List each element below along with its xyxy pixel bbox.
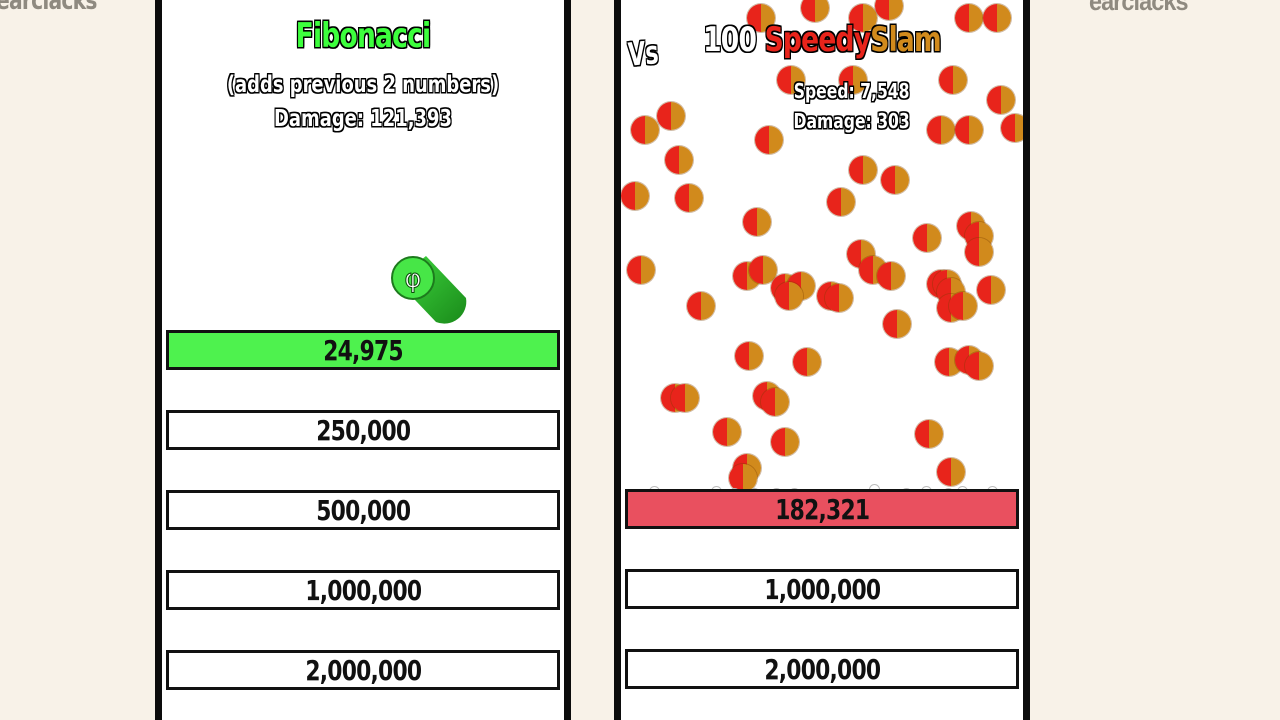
phi-icon: φ — [404, 264, 421, 294]
speedy-slam-ball — [1001, 114, 1023, 142]
speedy-slam-ball — [675, 184, 703, 212]
threshold-value: 2,000,000 — [764, 652, 881, 686]
speedy-slam-ball — [983, 4, 1011, 32]
watermark-right: earclacks — [1089, 0, 1189, 16]
speedy-slam-ball — [687, 292, 715, 320]
speedy-slam-ball — [839, 66, 867, 94]
threshold-bar: 1,000,000 — [625, 569, 1019, 609]
threshold-bar: 1,000,000 — [166, 570, 560, 610]
speedy-slam-ball — [965, 238, 993, 266]
speedy-slam-ball — [621, 182, 649, 210]
fibonacci-damage: Damage: 121,393 — [274, 106, 452, 132]
speedy-slam-ball — [965, 352, 993, 380]
speedy-slam-ball — [771, 428, 799, 456]
speedy-slam-ball — [761, 388, 789, 416]
threshold-value: 500,000 — [315, 493, 411, 527]
speedy-slam-ball — [877, 262, 905, 290]
threshold-bar: 2,000,000 — [166, 650, 560, 690]
versus-label: Vs — [627, 32, 660, 74]
threshold-bar: 2,000,000 — [625, 649, 1019, 689]
speedy-slam-ball — [627, 256, 655, 284]
speedy-slam-ball — [949, 292, 977, 320]
fibonacci-panel: Fibonacci (adds previous 2 numbers) Dama… — [155, 0, 571, 720]
speedy-slam-ball — [657, 102, 685, 130]
fibonacci-title: Fibonacci — [295, 16, 431, 56]
speedy-slam-ball — [801, 0, 829, 22]
speedy-slam-ball — [775, 282, 803, 310]
speedy-slam-ball — [913, 224, 941, 252]
speedy-slam-ball — [881, 166, 909, 194]
speedy-slam-ball — [665, 146, 693, 174]
speedy-slam-ball — [777, 66, 805, 94]
speedy-slam-ball — [671, 384, 699, 412]
speedy-slam-ball — [827, 188, 855, 216]
speedy-slam-ball — [747, 4, 775, 32]
speedy-slam-ball — [927, 116, 955, 144]
speedy-slam-title: 100 SpeedySlam — [665, 20, 979, 60]
threshold-value: 24,975 — [323, 333, 403, 367]
speedy-slam-ball — [987, 86, 1015, 114]
fibonacci-ball: φ — [391, 256, 467, 324]
threshold-bar: 250,000 — [166, 410, 560, 450]
threshold-value: 182,321 — [774, 492, 870, 526]
speedy-slam-ball — [793, 348, 821, 376]
threshold-bar-active: 182,321 — [625, 489, 1019, 529]
threshold-value: 1,000,000 — [305, 573, 422, 607]
speedy-slam-ball — [713, 418, 741, 446]
speedy-slam-ball — [735, 342, 763, 370]
speedy-slam-ball — [631, 116, 659, 144]
speedy-slam-ball — [875, 0, 903, 20]
speedy-slam-ball — [937, 458, 965, 486]
speedy-slam-ball — [955, 4, 983, 32]
speedy-slam-ball — [743, 208, 771, 236]
speedy-slam-ball — [955, 116, 983, 144]
threshold-bar-active: 24,975 — [166, 330, 560, 370]
speedy-slam-ball — [939, 66, 967, 94]
threshold-bar: 500,000 — [166, 490, 560, 530]
title-name-slam: Slam — [870, 20, 941, 60]
speed-stat: Speed: 7,548 — [793, 79, 910, 103]
speedy-slam-panel: Vs 100 SpeedySlam Speed: 7,548 Damage: 3… — [614, 0, 1030, 720]
speedy-slam-ball — [849, 156, 877, 184]
speedy-slam-ball — [915, 420, 943, 448]
threshold-value: 1,000,000 — [764, 572, 881, 606]
speedy-slam-ball — [977, 276, 1005, 304]
fibonacci-description: (adds previous 2 numbers) — [226, 72, 500, 98]
speedy-slam-ball — [729, 464, 757, 492]
title-name-speedy: Speedy — [764, 20, 871, 60]
threshold-value: 2,000,000 — [305, 653, 422, 687]
speedy-slam-ball — [825, 284, 853, 312]
damage-stat: Damage: 303 — [793, 109, 910, 133]
speedy-slam-ball — [755, 126, 783, 154]
speedy-slam-ball — [849, 4, 877, 32]
watermark-left: earclacks — [0, 0, 97, 16]
threshold-value: 250,000 — [315, 413, 411, 447]
speedy-slam-ball — [883, 310, 911, 338]
ball-count: 100 — [703, 20, 757, 60]
